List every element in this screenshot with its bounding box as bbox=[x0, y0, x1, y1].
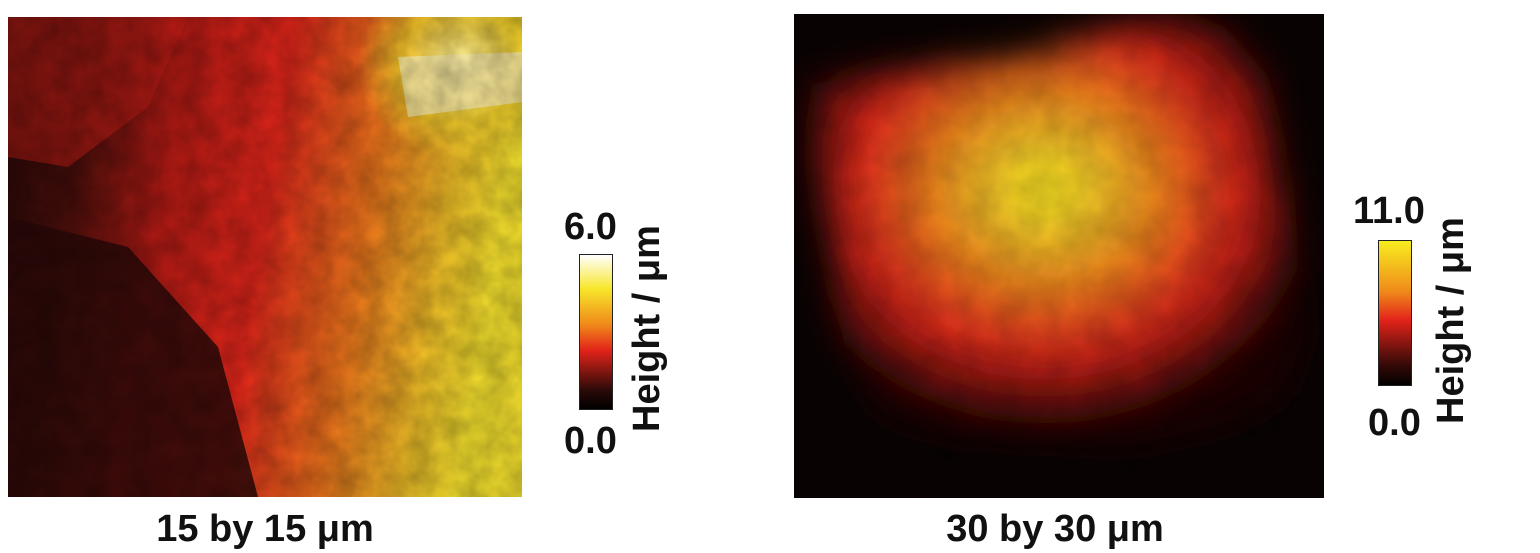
height-map-15um-image bbox=[8, 17, 522, 497]
colorbar-right-min: 0.0 bbox=[1368, 402, 1421, 444]
colorbar-right-max: 11.0 bbox=[1353, 190, 1425, 232]
colorbar-left-title: Height / μm bbox=[626, 225, 668, 432]
height-map-30um bbox=[794, 14, 1324, 498]
colorbar-left-max: 6.0 bbox=[564, 206, 617, 248]
colorbar-left-min: 0.0 bbox=[564, 420, 617, 462]
colorbar-right-title: Height / μm bbox=[1430, 217, 1472, 424]
caption-left: 15 by 15 μm bbox=[156, 508, 374, 550]
colorbar-left bbox=[579, 254, 613, 410]
colorbar-right bbox=[1378, 240, 1412, 386]
height-map-30um-image bbox=[794, 14, 1324, 498]
height-map-15um bbox=[8, 17, 522, 497]
caption-right: 30 by 30 μm bbox=[946, 508, 1164, 550]
